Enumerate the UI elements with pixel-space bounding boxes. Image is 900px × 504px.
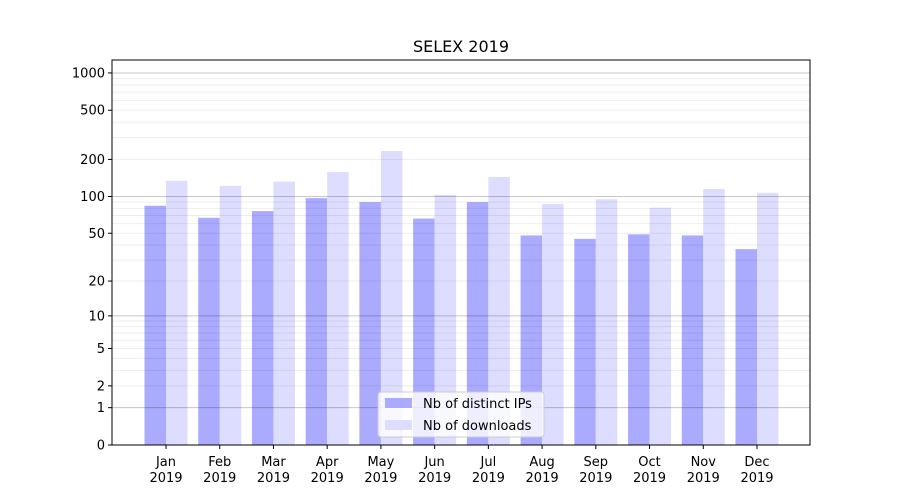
bar-distinct-ips	[628, 234, 650, 445]
legend: Nb of distinct IPs Nb of downloads	[377, 391, 545, 438]
bar-distinct-ips	[251, 211, 274, 445]
x-tick-label: Dec 2019	[740, 455, 773, 486]
x-tick-label: Jun 2019	[418, 455, 451, 486]
bar-downloads	[649, 207, 672, 445]
y-tick-label: 10	[88, 309, 105, 324]
bar-distinct-ips	[681, 235, 704, 445]
y-tick-label: 2	[97, 379, 105, 394]
y-tick-label: 100	[80, 190, 105, 205]
bar-downloads	[542, 203, 564, 445]
y-tick-label: 50	[88, 227, 105, 242]
x-tick-label: Feb 2019	[203, 455, 236, 486]
legend-label-ips: Nb of distinct IPs	[423, 397, 532, 412]
bar-distinct-ips	[735, 249, 757, 445]
x-tick-label: Aug 2019	[526, 455, 559, 486]
bar-distinct-ips	[305, 198, 328, 445]
bar-distinct-ips	[413, 218, 435, 445]
bar-downloads	[757, 192, 779, 445]
chart-title: SELEX 2019	[413, 37, 509, 56]
y-tick-label: 20	[88, 275, 105, 290]
x-tick-label: May 2019	[364, 455, 397, 486]
bar-downloads	[380, 150, 403, 445]
bar-downloads	[595, 199, 618, 445]
y-tick-label: 0	[97, 439, 105, 454]
bar-downloads	[273, 181, 295, 445]
legend-swatch-ips	[385, 398, 412, 408]
bar-distinct-ips	[359, 202, 381, 445]
y-tick-label: 200	[80, 153, 105, 168]
plot-frame	[111, 59, 811, 446]
bar-distinct-ips	[574, 238, 596, 445]
x-tick-label: Mar 2019	[257, 455, 290, 486]
bar-downloads	[703, 189, 725, 445]
y-tick-label: 1000	[72, 66, 105, 81]
y-tick-label: 5	[97, 342, 105, 357]
bar-distinct-ips	[198, 217, 220, 445]
y-tick-label: 500	[80, 104, 105, 119]
x-tick-label: Sep 2019	[579, 455, 612, 486]
x-tick-label: Apr 2019	[311, 455, 344, 486]
x-tick-label: Jul 2019	[472, 455, 505, 486]
y-tick-label: 1	[97, 401, 105, 416]
bar-downloads	[488, 176, 510, 446]
bar-downloads	[434, 194, 457, 445]
bar-downloads	[166, 180, 188, 445]
legend-swatch-downloads	[385, 420, 412, 430]
legend-label-downloads: Nb of downloads	[423, 419, 532, 434]
x-tick-label: Nov 2019	[687, 455, 720, 486]
bar-distinct-ips	[466, 202, 489, 445]
x-tick-label: Oct 2019	[633, 455, 666, 486]
bar-downloads	[327, 172, 349, 445]
bar-distinct-ips	[144, 205, 166, 445]
bar-downloads	[219, 185, 242, 446]
x-tick-label: Jan 2019	[149, 455, 182, 486]
